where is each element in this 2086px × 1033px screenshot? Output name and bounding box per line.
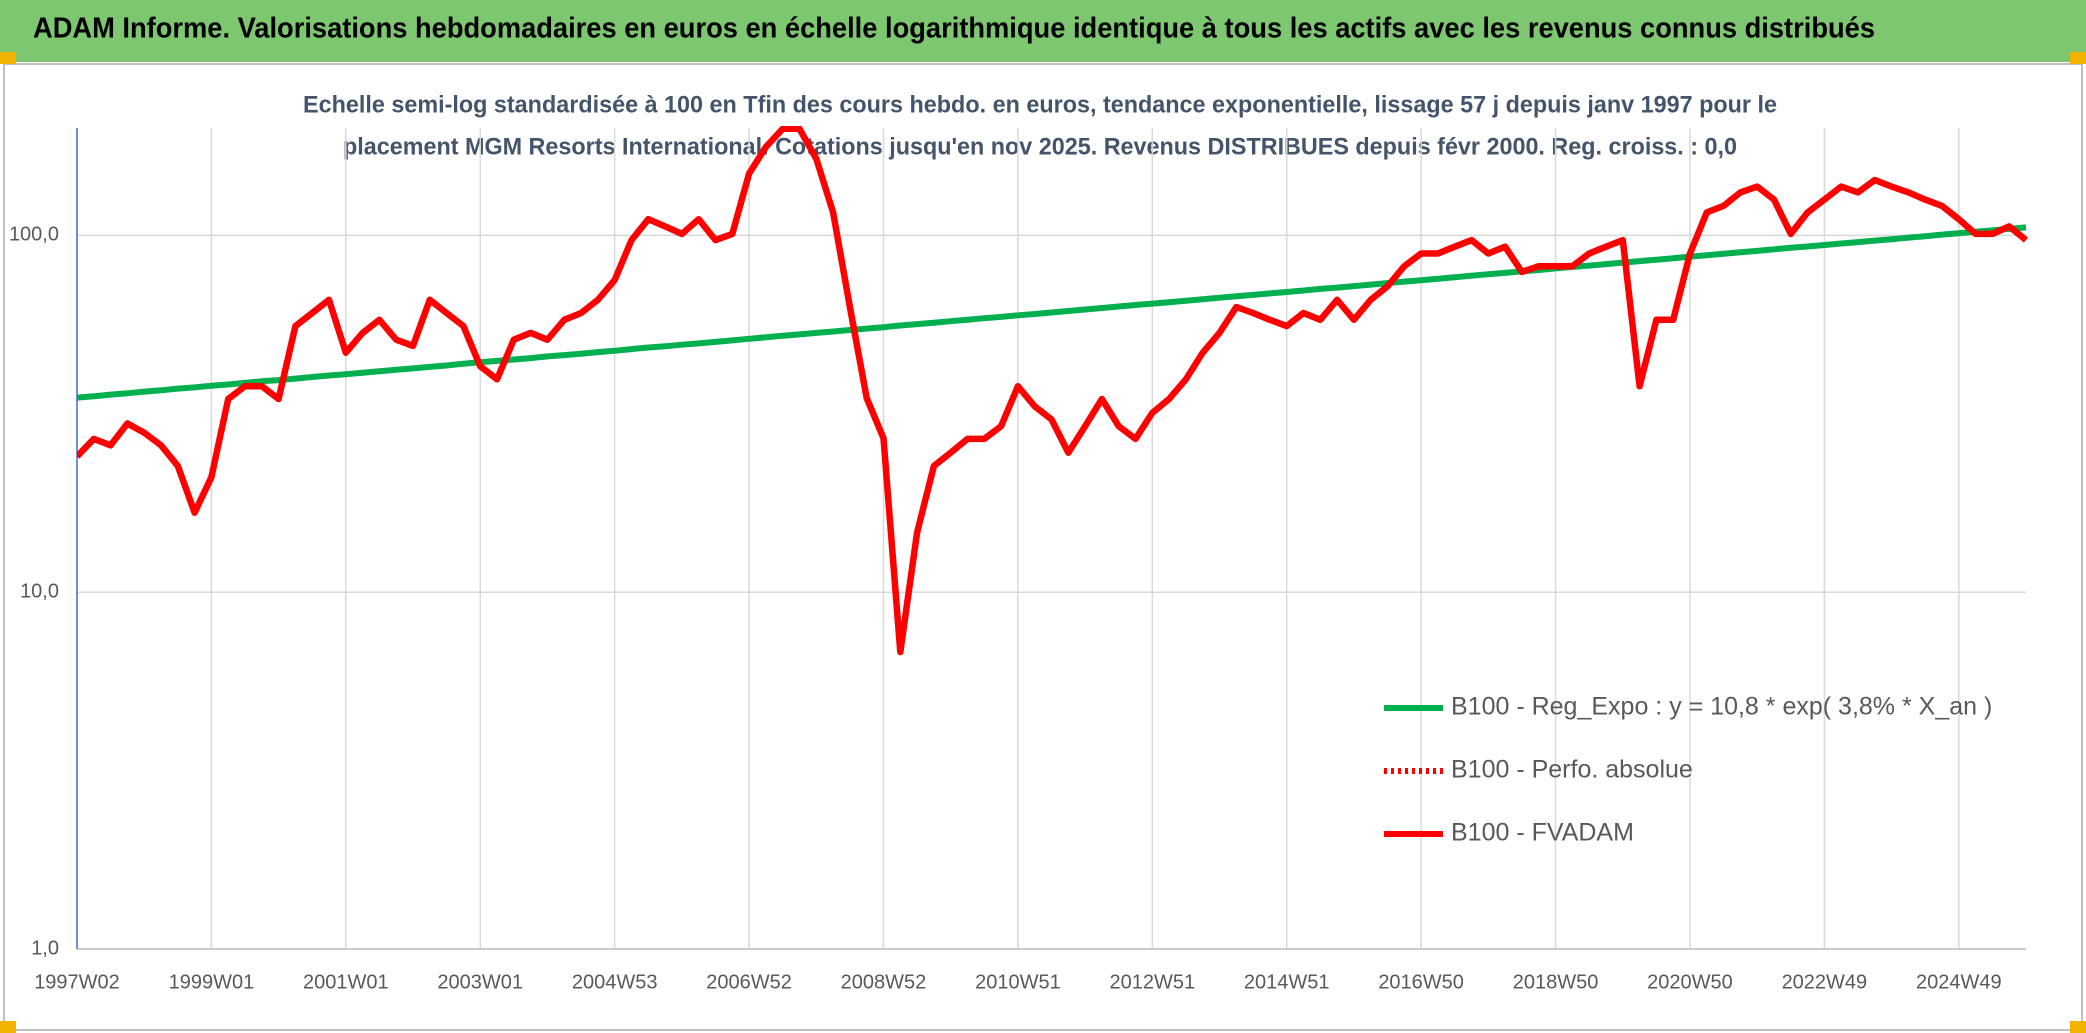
chart-frame: [3, 63, 2083, 1031]
y-tick-label: 10,0: [20, 580, 59, 602]
legend-label: B100 - FVADAM: [1451, 819, 1634, 847]
x-tick-label: 2022W49: [1782, 971, 1868, 993]
x-tick-label: 2012W51: [1109, 971, 1195, 993]
x-tick-label: 2016W50: [1378, 971, 1464, 993]
x-tick-label: 2010W51: [975, 971, 1061, 993]
x-tick-label: 2004W53: [572, 971, 658, 993]
legend-label: B100 - Reg_Expo : y = 10,8 * exp( 3,8% *…: [1451, 693, 1992, 721]
x-tick-label: 1997W02: [34, 971, 120, 993]
legend-label: B100 - Perfo. absolue: [1451, 756, 1693, 784]
y-tick-label: 1,0: [31, 937, 59, 959]
x-tick-label: 2003W01: [437, 971, 523, 993]
x-tick-label: 2008W52: [841, 971, 927, 993]
x-tick-label: 2001W01: [303, 971, 389, 993]
x-tick-label: 2018W50: [1513, 971, 1599, 993]
y-tick-label: 100,0: [9, 224, 59, 246]
plot-area: [77, 126, 2028, 656]
x-tick-label: 2006W52: [706, 971, 792, 993]
series-line: [77, 224, 2027, 401]
title-bar: [0, 0, 2086, 62]
x-tick-label: 2020W50: [1647, 971, 1733, 993]
corner-mark: [2070, 52, 2086, 64]
series-line: [77, 126, 2028, 656]
chart-title: ADAM Informe. Valorisations hebdomadaire…: [33, 13, 1875, 45]
corner-mark: [0, 52, 16, 64]
corner-mark: [2070, 1021, 2086, 1033]
corner-mark: [0, 1021, 16, 1033]
x-tick-label: 1999W01: [169, 971, 255, 993]
x-tick-label: 2024W49: [1916, 971, 2002, 993]
subtitle: placement MGM Resorts International. Cot…: [343, 133, 1737, 160]
x-tick-label: 2014W51: [1244, 971, 1330, 993]
subtitle: Echelle semi-log standardisée à 100 en T…: [303, 91, 1777, 118]
